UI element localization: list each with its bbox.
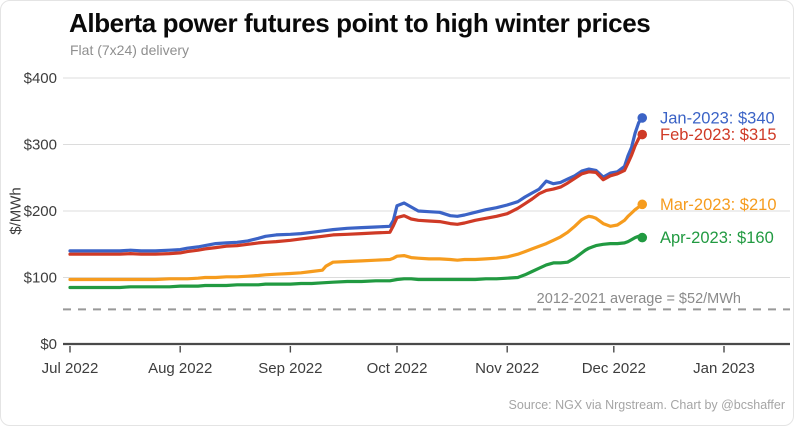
- x-tick-label: Aug 2022: [148, 360, 212, 377]
- x-tick-label: Jan 2023: [693, 360, 755, 377]
- series-label-mar-2023: Mar-2023: $210: [660, 196, 777, 214]
- page-title: Alberta power futures point to high wint…: [69, 8, 651, 38]
- chart-subtitle: Flat (7x24) delivery: [70, 42, 190, 58]
- series-line-apr-2023: [68, 234, 644, 290]
- y-tick-label: $200: [24, 203, 57, 220]
- series-end-dot-mar-2023: [637, 199, 648, 210]
- series-line-feb-2023: [68, 132, 644, 256]
- y-tick-label: $100: [24, 270, 57, 287]
- y-tick-label: $300: [24, 137, 57, 154]
- series-line-mar-2023: [68, 202, 644, 282]
- x-tick-label: Dec 2022: [582, 360, 646, 377]
- series-end-dot-apr-2023: [637, 232, 648, 243]
- y-tick-label: $400: [24, 70, 57, 87]
- average-line-annotation: 2012-2021 average = $52/MWh: [536, 291, 741, 307]
- x-tick-label: Nov 2022: [475, 360, 539, 377]
- series-line-jan-2023: [68, 116, 644, 253]
- series-label-feb-2023: Feb-2023: $315: [660, 126, 777, 144]
- series-label-apr-2023: Apr-2023: $160: [660, 229, 774, 247]
- source-credit: Source: NGX via Nrgstream. Chart by @bcs…: [508, 398, 785, 412]
- x-tick-label: Oct 2022: [367, 360, 428, 377]
- series-end-dot-feb-2023: [637, 129, 648, 140]
- x-tick-label: Sep 2022: [258, 360, 322, 377]
- y-tick-label: $0: [40, 336, 57, 353]
- series-end-dot-jan-2023: [637, 113, 648, 123]
- y-axis-label: $/MWh: [7, 187, 25, 235]
- series-label-jan-2023: Jan-2023: $340: [660, 109, 775, 127]
- x-tick-label: Jul 2022: [42, 360, 99, 377]
